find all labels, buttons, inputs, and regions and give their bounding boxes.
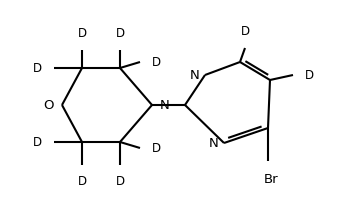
- Text: N: N: [209, 136, 219, 150]
- Text: D: D: [152, 142, 161, 155]
- Text: N: N: [190, 68, 200, 81]
- Text: D: D: [33, 135, 42, 148]
- Text: N: N: [160, 98, 170, 112]
- Text: D: D: [77, 175, 87, 188]
- Text: D: D: [77, 27, 87, 40]
- Text: D: D: [116, 27, 124, 40]
- Text: D: D: [33, 62, 42, 75]
- Text: O: O: [44, 98, 54, 112]
- Text: D: D: [305, 68, 314, 81]
- Text: D: D: [152, 55, 161, 68]
- Text: D: D: [116, 175, 124, 188]
- Text: Br: Br: [264, 173, 278, 186]
- Text: D: D: [240, 25, 250, 38]
